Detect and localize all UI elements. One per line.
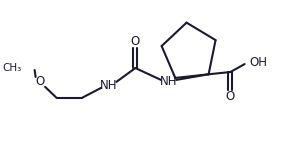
Text: O: O — [36, 75, 45, 88]
Text: O: O — [226, 90, 235, 103]
Text: O: O — [131, 35, 140, 48]
Text: NH: NH — [160, 75, 177, 88]
Text: OH: OH — [249, 56, 267, 69]
Text: CH₃: CH₃ — [2, 63, 21, 73]
Text: NH: NH — [100, 79, 117, 92]
